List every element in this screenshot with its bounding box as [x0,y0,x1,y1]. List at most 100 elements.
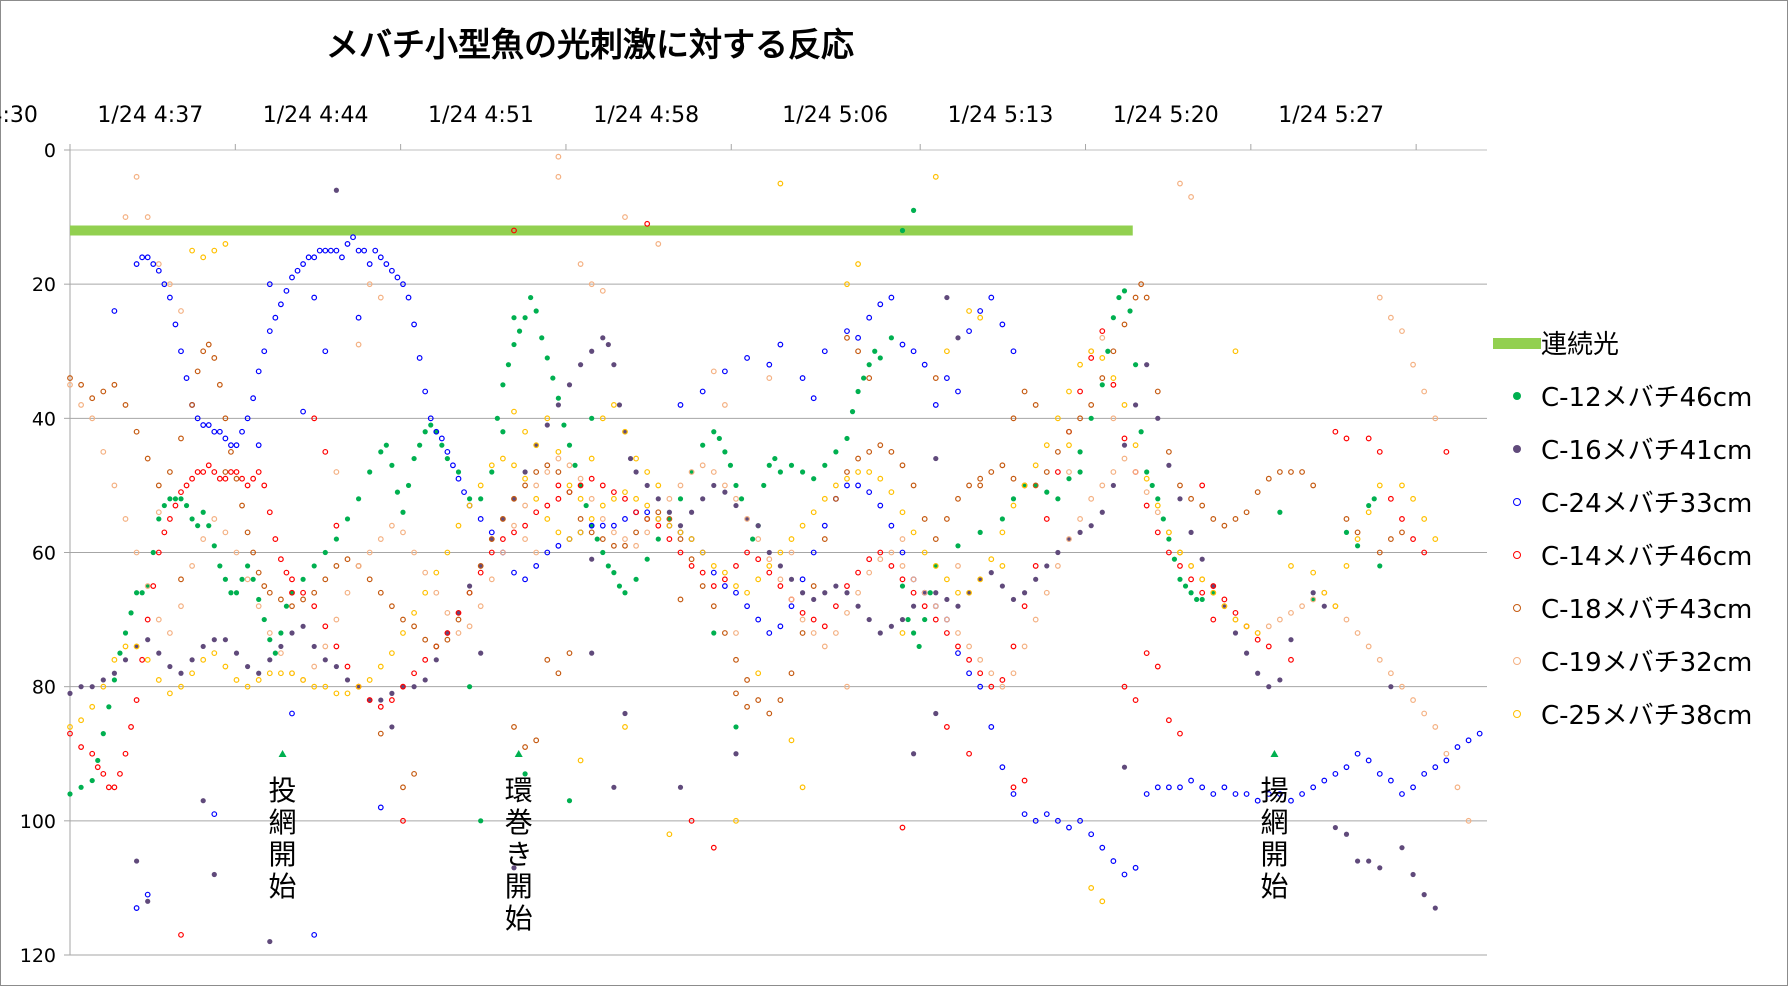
data-point [555,482,562,489]
data-point [1321,603,1327,609]
data-point [988,724,995,730]
data-point [189,657,195,663]
data-point [1299,469,1305,475]
data-point [211,355,218,361]
data-point [428,422,434,428]
data-point [866,375,873,381]
data-point [844,281,850,288]
data-point [155,261,162,267]
data-point [1054,563,1061,569]
data-point [322,576,329,583]
data-point [699,569,706,576]
data-point [932,173,939,180]
data-point [250,576,256,582]
data-point [466,589,473,596]
data-point [855,455,861,462]
data-point [666,536,673,542]
annotation-char: 網 [1260,806,1288,839]
data-point [411,623,417,630]
data-point [139,254,146,261]
data-point [400,616,406,623]
data-point [899,549,906,556]
data-point [766,462,772,468]
data-point [722,489,728,495]
data-point [255,469,262,475]
data-point [733,630,739,636]
data-point [644,509,651,516]
data-point [366,576,373,583]
data-point [1343,529,1350,535]
data-point [144,616,151,623]
data-point [1088,495,1095,502]
data-point [1165,549,1172,556]
data-point [144,254,151,261]
data-point [1310,596,1317,603]
x-tick-label: 1/24 5:13 [948,103,1054,128]
data-point [166,630,173,636]
data-point [899,630,906,636]
data-point [1443,448,1450,455]
data-point [67,791,73,797]
data-point [1099,509,1105,515]
data-point [183,482,190,489]
data-point [1110,375,1117,381]
data-point [494,415,500,421]
data-point [766,630,773,636]
data-point [166,690,173,697]
data-point [1110,348,1117,355]
data-point [1421,549,1428,556]
data-point [1143,489,1150,496]
data-point [755,556,762,563]
series-5 [67,281,1405,791]
data-point [822,462,828,468]
data-point [211,247,218,254]
data-point [1043,442,1050,449]
legend-dot-marker [1513,550,1521,559]
data-point [150,583,157,589]
data-point [377,703,384,710]
data-point [1110,469,1117,475]
data-point [877,630,883,636]
data-point [733,502,739,509]
data-point [1288,563,1294,569]
data-point [610,529,617,536]
data-point [200,509,206,515]
data-point [311,643,317,650]
data-point [944,294,950,301]
data-point [677,536,684,542]
data-point [1066,469,1072,475]
data-point [943,630,950,636]
data-point [256,596,262,603]
data-point [1154,663,1161,670]
data-point [966,670,972,677]
data-point [183,502,190,509]
data-point [611,570,617,576]
data-point [300,596,306,603]
data-point [888,489,895,496]
data-point [311,663,318,670]
data-point [1099,334,1106,341]
data-point [577,261,584,267]
data-point [716,435,722,442]
data-point [1332,603,1339,610]
data-point [277,301,284,308]
data-point [799,576,806,583]
data-point [178,603,184,610]
data-point [522,536,528,542]
data-point [400,817,406,824]
annotation-char: 始 [1260,870,1288,903]
data-point [999,683,1006,690]
data-point [1010,348,1017,355]
data-point [350,234,356,241]
data-point [67,730,73,737]
data-point [555,469,562,475]
data-point [943,375,950,381]
data-point [966,308,972,314]
data-point [544,502,551,509]
data-point [777,180,784,187]
data-point [78,402,84,408]
x-tick-label: 1/24 5:06 [782,103,888,128]
data-point [511,408,517,415]
data-point [239,502,245,509]
data-point [1143,791,1150,797]
